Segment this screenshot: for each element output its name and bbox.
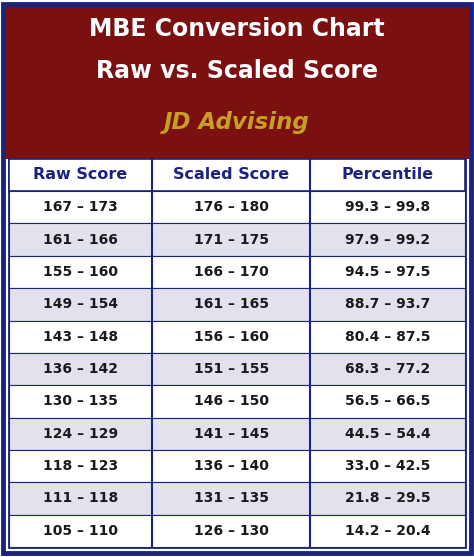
Text: 130 – 135: 130 – 135: [43, 394, 118, 408]
FancyBboxPatch shape: [9, 418, 465, 450]
FancyBboxPatch shape: [9, 353, 465, 385]
Text: 136 – 140: 136 – 140: [194, 459, 269, 473]
Text: Raw Score: Raw Score: [33, 168, 128, 183]
Text: 68.3 – 77.2: 68.3 – 77.2: [345, 362, 430, 376]
Text: 166 – 170: 166 – 170: [194, 265, 269, 279]
FancyBboxPatch shape: [9, 450, 465, 482]
Text: 94.5 – 97.5: 94.5 – 97.5: [345, 265, 430, 279]
FancyBboxPatch shape: [9, 320, 465, 353]
FancyBboxPatch shape: [9, 288, 465, 320]
Text: 136 – 142: 136 – 142: [43, 362, 118, 376]
Text: 171 – 175: 171 – 175: [194, 233, 269, 247]
FancyBboxPatch shape: [9, 223, 465, 256]
FancyBboxPatch shape: [9, 159, 465, 191]
Text: 21.8 – 29.5: 21.8 – 29.5: [345, 491, 430, 505]
Text: 97.9 – 99.2: 97.9 – 99.2: [345, 233, 430, 247]
Text: 99.3 – 99.8: 99.3 – 99.8: [345, 201, 430, 214]
Text: JD Advising: JD Advising: [164, 111, 310, 134]
Text: 141 – 145: 141 – 145: [194, 427, 269, 441]
FancyBboxPatch shape: [9, 191, 465, 223]
FancyBboxPatch shape: [9, 482, 465, 515]
Text: 44.5 – 54.4: 44.5 – 54.4: [345, 427, 431, 441]
Text: 161 – 166: 161 – 166: [43, 233, 118, 247]
FancyBboxPatch shape: [9, 256, 465, 288]
Text: 126 – 130: 126 – 130: [194, 524, 269, 538]
Text: MBE Conversion Chart: MBE Conversion Chart: [89, 17, 385, 41]
Text: 118 – 123: 118 – 123: [43, 459, 118, 473]
Text: 14.2 – 20.4: 14.2 – 20.4: [345, 524, 430, 538]
Text: 111 – 118: 111 – 118: [43, 491, 118, 505]
Text: Raw vs. Scaled Score: Raw vs. Scaled Score: [96, 60, 378, 84]
Text: Percentile: Percentile: [342, 168, 434, 183]
Text: 80.4 – 87.5: 80.4 – 87.5: [345, 330, 430, 344]
Text: 151 – 155: 151 – 155: [194, 362, 269, 376]
FancyBboxPatch shape: [9, 515, 465, 547]
Text: 156 – 160: 156 – 160: [194, 330, 269, 344]
Text: 143 – 148: 143 – 148: [43, 330, 118, 344]
Text: 131 – 135: 131 – 135: [194, 491, 269, 505]
Text: 105 – 110: 105 – 110: [43, 524, 118, 538]
FancyBboxPatch shape: [9, 159, 465, 547]
Text: 146 – 150: 146 – 150: [194, 394, 269, 408]
Text: 176 – 180: 176 – 180: [194, 201, 269, 214]
Text: 56.5 – 66.5: 56.5 – 66.5: [345, 394, 430, 408]
Text: 155 – 160: 155 – 160: [43, 265, 118, 279]
Text: 33.0 – 42.5: 33.0 – 42.5: [345, 459, 430, 473]
Text: 149 – 154: 149 – 154: [43, 297, 118, 311]
FancyBboxPatch shape: [3, 4, 471, 159]
Text: 88.7 – 93.7: 88.7 – 93.7: [345, 297, 430, 311]
Text: 124 – 129: 124 – 129: [43, 427, 118, 441]
Text: 161 – 165: 161 – 165: [194, 297, 269, 311]
Text: 167 – 173: 167 – 173: [43, 201, 118, 214]
FancyBboxPatch shape: [9, 385, 465, 418]
Text: Scaled Score: Scaled Score: [173, 168, 289, 183]
